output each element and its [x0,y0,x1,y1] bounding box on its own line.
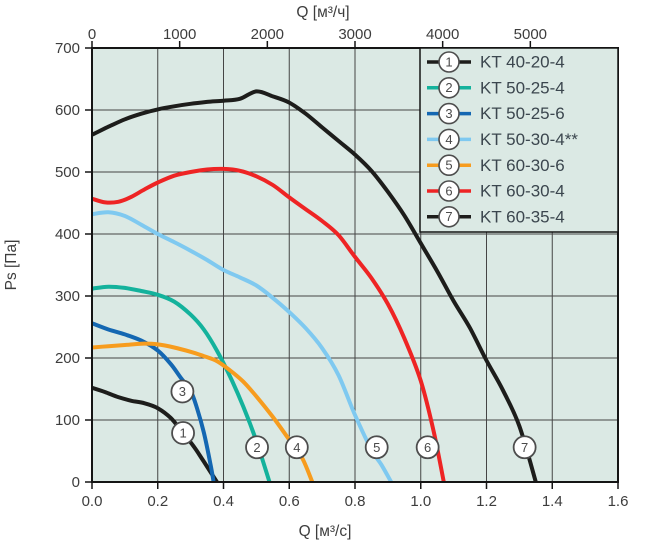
curve-markers-layer: 1 2 3 4 5 6 7 [170,379,537,460]
left-axis-tick-label: 100 [55,412,80,429]
bottom-axis-tick-label: 1.4 [542,493,563,510]
curve-marker-1 [171,421,195,445]
legend-label: KT 50-25-4 [480,78,565,97]
curve-marker-4 [284,435,309,460]
curve-marker-number: 5 [373,440,380,455]
bottom-axis-tick-label: 0.6 [279,493,300,510]
curve-kt-60-35-4 [92,89,538,482]
curve-kt-50-30-4 [92,210,394,482]
legend-item-kt-60-30-4: 6 KT 60-30-4 [427,180,565,202]
bottom-axis-tick-label: 0.2 [147,493,168,510]
legend-marker-number: 6 [445,183,452,198]
gridlines-layer [92,48,618,482]
curve-marker-7 [512,435,537,460]
legend-marker-circle [438,180,460,202]
legend: 1 KT 40-20-4 2 KT 50-25-4 3 KT 50-25-6 4 KT 50-… [419,47,619,233]
curve-kt-40-20-4 [92,385,219,482]
top-axis-title: Q [м³/ч] [296,4,349,21]
curve-marker-number: 6 [424,440,431,455]
left-axis-tick-label: 400 [55,226,80,243]
legend-marker-number: 4 [445,132,452,147]
curve-marker-6 [415,435,440,460]
curve-marker-2 [245,435,269,460]
legend-marker-circle [438,128,460,151]
left-axis-tick-label: 0 [72,474,80,491]
legend-label: KT 50-30-4** [480,130,578,149]
top-axis-tick-label: 4000 [426,26,459,43]
left-axis-tick-label: 200 [55,350,80,367]
legend-marker-number: 2 [445,80,452,95]
legend-item-kt-50-25-4: 2 KT 50-25-4 [427,77,565,99]
curve-marker-5 [364,435,389,460]
legend-marker-circle [438,206,460,228]
legend-marker-circle [438,102,460,125]
curve-marker-number: 2 [253,440,260,455]
legend-marker-circle [438,51,460,73]
left-axis-tick-label: 700 [55,40,80,57]
legend-marker-number: 3 [445,106,452,121]
bottom-axis-tick-label: 0.0 [82,493,103,510]
curve-marker-number: 1 [179,426,186,441]
top-axis-tick-label: 3000 [338,26,371,43]
top-axis-tick-label: 5000 [514,26,547,43]
left-axis-tick-label: 600 [55,102,80,119]
curve-kt-60-30-6 [92,341,315,482]
curves-layer [92,89,538,482]
top-axis-tick-label: 0 [88,26,96,43]
legend-item-kt-50-30-4: 4 KT 50-30-4** [427,128,578,151]
bottom-axis-title: Q [м³/с] [299,523,352,540]
legend-marker-circle [438,154,460,176]
curve-marker-3 [170,379,195,404]
legend-marker-number: 1 [445,54,452,69]
legend-marker-number: 5 [445,158,452,173]
bottom-axis-tick-label: 1.0 [410,493,431,510]
curve-kt-50-25-6 [92,321,216,482]
legend-label: KT 40-20-4 [480,53,565,72]
curve-kt-60-30-4 [92,166,446,482]
left-axis-tick-label: 300 [55,288,80,305]
legend-item-kt-60-30-6: 5 KT 60-30-6 [427,154,565,176]
legend-item-kt-50-25-6: 3 KT 50-25-6 [427,102,565,125]
left-axis-tick-label: 500 [55,164,80,181]
legend-marker-circle [438,77,460,99]
left-axis-title: Ps [Па] [3,240,20,291]
curve-marker-number: 3 [179,384,186,399]
legend-marker-number: 7 [445,209,452,224]
curve-marker-number: 7 [521,440,528,455]
legend-item-kt-40-20-4: 1 KT 40-20-4 [427,51,565,73]
bottom-axis-tick-label: 0.8 [345,493,366,510]
top-axis-tick-label: 2000 [251,26,284,43]
legend-label: KT 60-30-6 [480,156,565,175]
legend-label: KT 60-30-4 [480,182,565,201]
legend-label: KT 50-25-6 [480,104,565,123]
curve-kt-50-25-4 [92,284,272,482]
curve-marker-number: 4 [293,440,300,455]
top-axis-tick-label: 1000 [163,26,196,43]
bottom-axis-tick-label: 1.6 [608,493,629,510]
bottom-axis-tick-label: 0.4 [213,493,234,510]
bottom-axis-tick-label: 1.2 [476,493,497,510]
legend-label: KT 60-35-4 [480,207,565,226]
legend-item-kt-60-35-4: 7 KT 60-35-4 [427,206,565,228]
